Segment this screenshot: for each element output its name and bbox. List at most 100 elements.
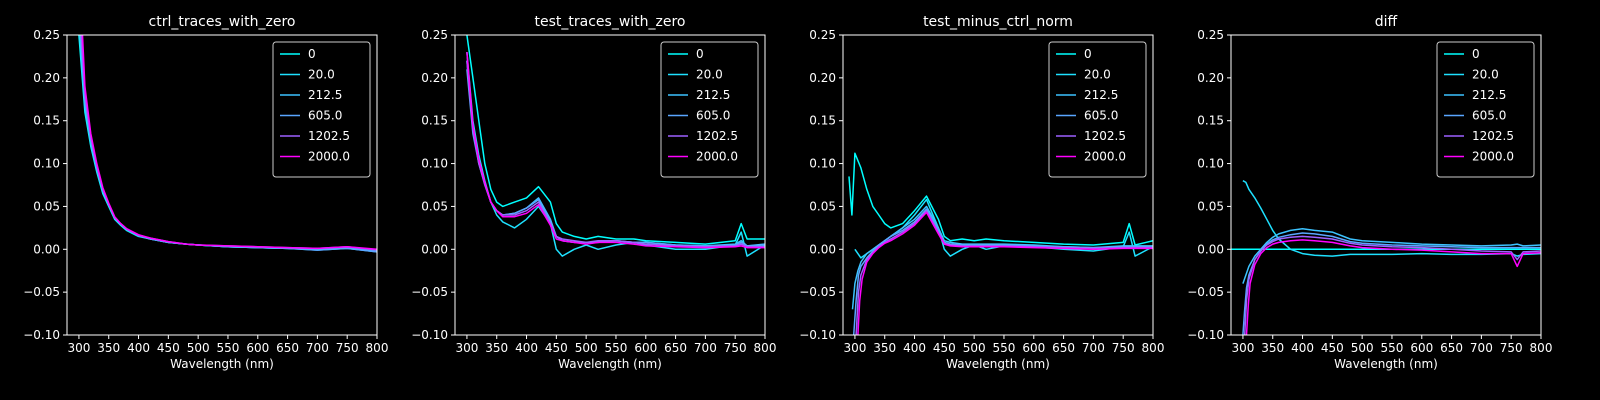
y-tick-label: 0.25: [1197, 28, 1224, 42]
legend: 0 20.0 212.5 605.0 1202.5 2000.0: [1048, 41, 1147, 178]
legend-label: 20.0: [308, 68, 335, 82]
y-tick-label: 0.10: [33, 157, 60, 171]
chart-title: test_traces_with_zero: [535, 14, 686, 30]
y-tick-label: 0.05: [1197, 199, 1224, 213]
y-tick-label: 0.15: [1197, 114, 1224, 128]
legend-label: 20.0: [1084, 68, 1111, 82]
x-tick-label: 800: [754, 341, 777, 355]
axes-frame: [66, 34, 378, 336]
series-line-605.0: [852, 208, 1153, 335]
x-tick-label: 750: [336, 341, 359, 355]
y-tick-label: −0.10: [799, 328, 836, 342]
legend-label: 2000.0: [1084, 150, 1126, 164]
x-tick-label: 350: [873, 341, 896, 355]
series-line-605.0: [1242, 232, 1541, 335]
y-tick-label: 0.20: [809, 71, 836, 85]
series-line-1202.5: [855, 209, 1153, 335]
x-tick-label: 550: [605, 341, 628, 355]
y-tick-label: 0.15: [33, 114, 60, 128]
chart-title: ctrl_traces_with_zero: [149, 14, 296, 30]
axes-frame: [842, 34, 1154, 336]
y-tick-label: −0.05: [1187, 285, 1224, 299]
legend-box: [660, 41, 759, 178]
x-tick-label: 300: [67, 341, 90, 355]
series-line-2000.0: [1245, 239, 1541, 335]
y-tick-label: 0.20: [1197, 71, 1224, 85]
legend-box: [1048, 41, 1147, 178]
chart-panel-4: 300 350 400 450 500 550 600 650 700 750 800 −0.10 −0…: [1187, 14, 1552, 371]
legend-label: 1202.5: [1472, 129, 1514, 143]
legend: 0 20.0 212.5 605.0 1202.5 2000.0: [1436, 41, 1535, 178]
x-tick-label: 600: [246, 341, 269, 355]
legend-label: 0: [696, 47, 704, 61]
x-tick-label: 300: [455, 341, 478, 355]
series-line-2000.0: [466, 52, 765, 249]
legend-label: 212.5: [696, 88, 730, 102]
x-tick-label: 600: [634, 341, 657, 355]
x-tick-label: 300: [843, 341, 866, 355]
y-tick-label: 0.15: [421, 114, 448, 128]
axes-frame: [1230, 34, 1542, 336]
x-tick-label: 450: [545, 341, 568, 355]
axes-frame: [454, 34, 766, 336]
y-tick-label: 0.00: [1197, 242, 1224, 256]
chart-panel-1: 300 350 400 450 500 550 600 650 700 750 800 −0.10 −0…: [23, 14, 388, 371]
y-tick-label: 0.25: [33, 28, 60, 42]
y-tick-label: 0.25: [421, 28, 448, 42]
x-tick-label: 700: [694, 341, 717, 355]
x-tick-label: 600: [1022, 341, 1045, 355]
legend-label: 2000.0: [1472, 150, 1514, 164]
x-tick-label: 750: [724, 341, 747, 355]
x-tick-label: 550: [217, 341, 240, 355]
x-axis-label: Wavelength (nm): [946, 357, 1050, 371]
y-tick-label: 0.05: [33, 199, 60, 213]
y-tick-label: 0.15: [809, 114, 836, 128]
legend-label: 2000.0: [308, 150, 350, 164]
legend-label: 212.5: [308, 88, 342, 102]
x-tick-label: 450: [1321, 341, 1344, 355]
y-tick-label: −0.10: [411, 328, 448, 342]
x-tick-label: 650: [1052, 341, 1075, 355]
legend-label: 20.0: [1472, 68, 1499, 82]
series-line-2000.0: [81, 35, 377, 251]
x-tick-label: 800: [1530, 341, 1553, 355]
x-tick-label: 450: [157, 341, 180, 355]
legend-label: 605.0: [1084, 109, 1118, 123]
legend-label: 0: [308, 47, 316, 61]
x-tick-label: 800: [1142, 341, 1165, 355]
y-tick-label: 0.20: [421, 71, 448, 85]
legend-label: 212.5: [1472, 88, 1506, 102]
y-tick-label: −0.10: [23, 328, 60, 342]
series-line-1202.5: [1243, 235, 1541, 335]
chart-title: test_minus_ctrl_norm: [923, 14, 1073, 30]
series-line-2000.0: [857, 211, 1153, 335]
x-tick-label: 500: [1351, 341, 1374, 355]
legend-label: 0: [1084, 47, 1092, 61]
y-tick-label: 0.25: [809, 28, 836, 42]
legend-label: 1202.5: [308, 129, 350, 143]
legend-label: 1202.5: [1084, 129, 1126, 143]
legend-box: [272, 41, 371, 178]
series-group: [848, 152, 1153, 335]
y-tick-label: 0.10: [809, 157, 836, 171]
x-tick-label: 550: [993, 341, 1016, 355]
y-tick-label: 0.10: [1197, 157, 1224, 171]
y-tick-label: 0.05: [421, 199, 448, 213]
x-tick-label: 700: [1082, 341, 1105, 355]
x-tick-label: 750: [1500, 341, 1523, 355]
x-tick-label: 350: [1261, 341, 1284, 355]
legend-label: 212.5: [1084, 88, 1118, 102]
legend-box: [1436, 41, 1535, 178]
x-tick-label: 500: [187, 341, 210, 355]
x-tick-label: 600: [1410, 341, 1433, 355]
y-tick-label: 0.00: [809, 242, 836, 256]
legend: 0 20.0 212.5 605.0 1202.5 2000.0: [660, 41, 759, 178]
legend-label: 1202.5: [696, 129, 738, 143]
legend-label: 605.0: [696, 109, 730, 123]
x-tick-label: 650: [664, 341, 687, 355]
y-tick-label: −0.05: [411, 285, 448, 299]
legend-label: 605.0: [1472, 109, 1506, 123]
x-tick-label: 700: [1470, 341, 1493, 355]
